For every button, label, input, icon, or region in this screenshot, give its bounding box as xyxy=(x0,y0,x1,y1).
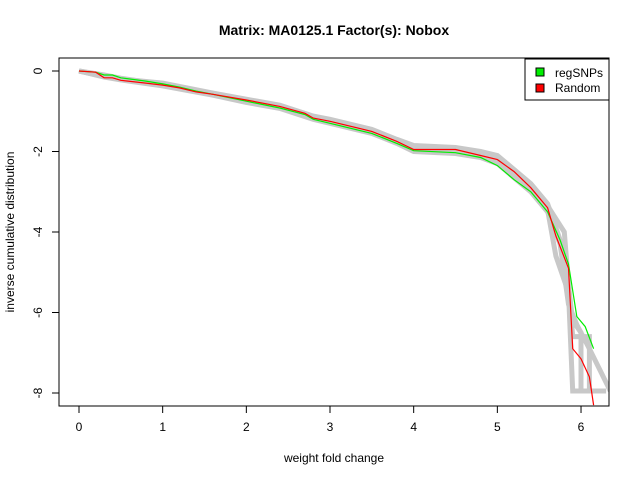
x-tick-label: 3 xyxy=(327,420,334,434)
y-tick-label: -6 xyxy=(31,307,45,318)
series-line-random-sample-1-band xyxy=(78,68,607,394)
series-line-random-sample-2 xyxy=(78,70,609,390)
x-tick-label: 1 xyxy=(159,420,166,434)
legend-swatch-regsnps xyxy=(535,67,545,77)
series-line-random-sample-1 xyxy=(78,70,607,392)
legend: regSNPs Random xyxy=(524,58,610,101)
series-line-regsnps xyxy=(78,70,595,349)
x-tick-label: 6 xyxy=(578,420,585,434)
plot-frame xyxy=(58,57,610,407)
y-tick-label: -8 xyxy=(31,387,45,398)
chart-title: Matrix: MA0125.1 Factor(s): Nobox xyxy=(219,22,449,38)
x-tick-label: 2 xyxy=(243,420,250,434)
y-axis-label: inverse cumulative distribution xyxy=(3,152,17,313)
legend-box xyxy=(524,58,610,101)
x-tick-label: 5 xyxy=(494,420,501,434)
y-tick-label: -4 xyxy=(31,226,45,237)
axes: 0 1 2 3 4 5 6 0 -2 -4 -6 -8 xyxy=(31,67,585,434)
y-tick-label: -2 xyxy=(31,146,45,157)
background-series-group xyxy=(78,68,609,394)
x-axis-label: weight fold change xyxy=(283,451,384,465)
y-tick-label: 0 xyxy=(31,67,45,74)
series-line-random xyxy=(78,70,595,406)
legend-label-random: Random xyxy=(555,81,600,95)
main-series-group xyxy=(78,70,595,406)
x-tick-label: 0 xyxy=(76,420,83,434)
series-line-random-sample-2-band xyxy=(78,68,609,393)
x-tick-label: 4 xyxy=(410,420,417,434)
legend-swatch-random xyxy=(535,83,545,93)
legend-label-regsnps: regSNPs xyxy=(555,66,603,80)
